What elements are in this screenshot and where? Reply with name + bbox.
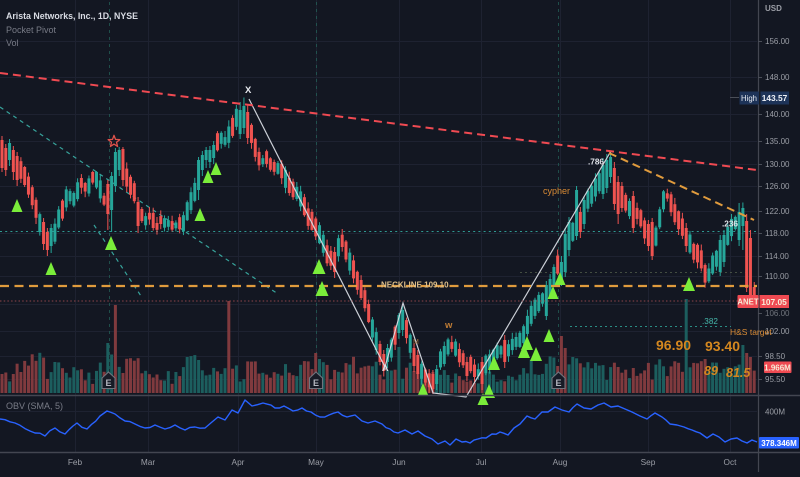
svg-text:w: w <box>444 320 453 331</box>
svg-text:Sep: Sep <box>641 457 656 467</box>
svg-text:OBV (SMA, 5): OBV (SMA, 5) <box>6 401 63 411</box>
svg-text:E: E <box>105 378 111 388</box>
svg-text:126.00: 126.00 <box>765 182 790 191</box>
svg-text:Jun: Jun <box>392 457 406 467</box>
svg-text:96.90: 96.90 <box>656 337 691 353</box>
svg-text:M: M <box>413 339 419 346</box>
svg-text:Arista Networks, Inc., 1D, NYS: Arista Networks, Inc., 1D, NYSE <box>6 11 138 21</box>
svg-text:Apr: Apr <box>232 457 245 467</box>
svg-text:Mar: Mar <box>141 457 156 467</box>
svg-text:E: E <box>313 378 319 388</box>
svg-text:143.57: 143.57 <box>762 93 788 103</box>
svg-text:148.00: 148.00 <box>765 73 790 82</box>
svg-text:95.50: 95.50 <box>765 375 786 384</box>
svg-text:106.00: 106.00 <box>765 309 790 318</box>
svg-text:130.00: 130.00 <box>765 160 790 169</box>
svg-text:107.05: 107.05 <box>761 297 787 307</box>
svg-text:A: A <box>382 363 389 373</box>
svg-text:Oct: Oct <box>724 457 738 467</box>
svg-text:156.00: 156.00 <box>765 37 790 46</box>
svg-text:Vol: Vol <box>6 38 19 48</box>
svg-text:Aug: Aug <box>553 457 568 467</box>
svg-text:102.00: 102.00 <box>765 327 790 336</box>
svg-text:X: X <box>245 85 252 96</box>
svg-text:98.50: 98.50 <box>765 352 786 361</box>
svg-text:cypher: cypher <box>543 186 570 196</box>
svg-text:93.40: 93.40 <box>705 338 740 354</box>
svg-text:.786: .786 <box>588 158 604 167</box>
svg-text:140.00: 140.00 <box>765 110 790 119</box>
svg-text:110.00: 110.00 <box>765 272 789 281</box>
svg-text:400M: 400M <box>765 408 785 417</box>
svg-text:May: May <box>308 457 325 467</box>
svg-text:.382: .382 <box>702 317 718 326</box>
svg-text:114.00: 114.00 <box>765 252 789 261</box>
svg-text:81.5: 81.5 <box>726 366 751 380</box>
svg-text:135.00: 135.00 <box>765 137 790 146</box>
svg-text:NECKLINE 109.10: NECKLINE 109.10 <box>381 281 449 290</box>
svg-text:Jul: Jul <box>476 457 487 467</box>
svg-text:89: 89 <box>704 364 718 378</box>
svg-text:118.00: 118.00 <box>765 229 789 238</box>
svg-text:1.966M: 1.966M <box>764 364 791 373</box>
svg-text:.236: .236 <box>722 220 738 229</box>
svg-text:122.00: 122.00 <box>765 207 790 216</box>
svg-text:High: High <box>741 94 757 103</box>
svg-text:USD: USD <box>765 4 782 13</box>
svg-text:Feb: Feb <box>68 457 83 467</box>
svg-text:E: E <box>555 378 561 388</box>
svg-text:ANET: ANET <box>737 298 758 307</box>
svg-text:378.346M: 378.346M <box>761 439 797 448</box>
svg-text:Pocket Pivot: Pocket Pivot <box>6 25 57 35</box>
svg-text:H&S target: H&S target <box>730 327 772 337</box>
